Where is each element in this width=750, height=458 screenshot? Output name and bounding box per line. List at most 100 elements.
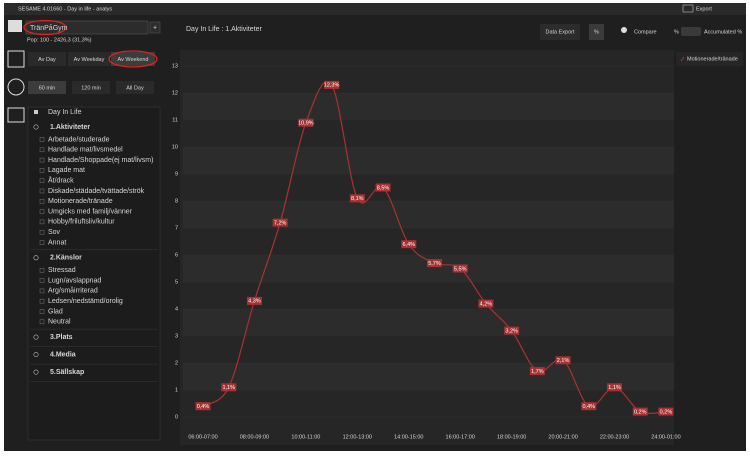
x-tick-label: 20:00-21:00 bbox=[548, 434, 577, 440]
tree-item[interactable]: Stressad bbox=[48, 267, 76, 274]
tree-item[interactable]: Hobby/friluftsliv/kultur bbox=[48, 219, 115, 226]
section-label[interactable]: 3.Plats bbox=[50, 334, 73, 341]
y-tick-label: 2 bbox=[175, 360, 178, 366]
data-export-label[interactable]: Data Export bbox=[545, 29, 575, 35]
tree-item[interactable]: Annat bbox=[48, 239, 66, 246]
x-tick-label: 16:00-17:00 bbox=[446, 434, 475, 440]
section-label[interactable]: 1.Aktiviteter bbox=[50, 124, 90, 131]
tree-item[interactable]: Arbetade/studerade bbox=[48, 136, 110, 143]
export-button[interactable]: Export bbox=[696, 6, 712, 12]
grid-band bbox=[183, 363, 674, 390]
item-checkbox[interactable] bbox=[39, 288, 45, 294]
data-export-button[interactable] bbox=[540, 24, 580, 40]
section-label[interactable]: 5.Sällskap bbox=[50, 369, 84, 376]
tree-item[interactable]: Motionerade/tränade bbox=[48, 198, 113, 205]
time-button-label[interactable]: All Day bbox=[126, 85, 144, 91]
item-checkbox[interactable] bbox=[39, 240, 45, 245]
item-checkbox[interactable] bbox=[39, 199, 45, 204]
legend-label: Motionerade/tränade bbox=[687, 56, 738, 62]
item-checkbox[interactable] bbox=[39, 137, 45, 142]
item-checkbox[interactable] bbox=[39, 157, 45, 163]
time-button-label[interactable]: 120 min bbox=[81, 85, 101, 91]
expander[interactable] bbox=[33, 255, 39, 261]
item-checkbox[interactable] bbox=[39, 319, 45, 325]
expander[interactable] bbox=[33, 369, 39, 375]
highlight bbox=[108, 50, 158, 68]
day-button[interactable] bbox=[111, 52, 155, 66]
percent-label[interactable]: % bbox=[594, 29, 599, 35]
value-label: 0,4% bbox=[583, 404, 596, 410]
add-icon: + bbox=[153, 24, 157, 31]
tree-item[interactable]: Arg/småirriterad bbox=[48, 287, 98, 295]
tree-item[interactable]: Lugn/avslappnad bbox=[48, 277, 101, 284]
expander[interactable] bbox=[33, 352, 39, 358]
tree-item[interactable]: Handlade mat/livsmedel bbox=[48, 147, 123, 154]
tree-item[interactable]: Åt/drack bbox=[48, 176, 74, 185]
section-label[interactable]: 4.Media bbox=[50, 351, 76, 358]
item-checkbox[interactable] bbox=[39, 168, 45, 173]
value-label: 6,4% bbox=[402, 242, 415, 248]
group-dropdown[interactable] bbox=[25, 20, 149, 35]
y-tick-label: 6 bbox=[175, 252, 178, 258]
percent-button[interactable] bbox=[589, 24, 604, 40]
item-checkbox[interactable] bbox=[39, 278, 45, 283]
value-label-box bbox=[504, 326, 520, 335]
accumulated-label: Accumulated % bbox=[704, 29, 742, 35]
value-label-box bbox=[324, 80, 340, 89]
tree-item[interactable]: Lagade mat bbox=[48, 167, 85, 174]
item-checkbox[interactable] bbox=[39, 147, 45, 153]
legend-swatch bbox=[680, 56, 685, 62]
value-label: 8,1% bbox=[351, 196, 364, 202]
value-label: 3,2% bbox=[505, 328, 518, 334]
tree-item[interactable]: Neutral bbox=[48, 319, 71, 326]
value-label: 5,7% bbox=[428, 261, 441, 267]
day-button-label[interactable]: Av Weekday bbox=[74, 57, 105, 63]
tree-item[interactable]: Ledsen/nedstämd/orolig bbox=[48, 298, 123, 305]
item-checkbox[interactable] bbox=[39, 188, 45, 194]
item-checkbox[interactable] bbox=[39, 178, 45, 183]
time-button-label[interactable]: 60 min bbox=[39, 85, 56, 91]
section-label[interactable]: 2.Känslor bbox=[50, 255, 82, 262]
tree-item[interactable]: Diskade/städade/tvättade/strök bbox=[48, 188, 145, 195]
day-button[interactable] bbox=[28, 52, 66, 66]
value-label: 5,5% bbox=[454, 266, 467, 272]
item-checkbox[interactable] bbox=[39, 229, 45, 235]
day-button-label[interactable]: Av Weekend bbox=[118, 57, 149, 63]
value-label: 1,1% bbox=[222, 385, 235, 391]
tree-checkbox[interactable] bbox=[34, 110, 38, 114]
tree-item[interactable]: Handlade/Shoppade(ej mat/livsm) bbox=[48, 157, 153, 164]
tree-item[interactable]: Umgicks med familj/vänner bbox=[48, 208, 133, 215]
tree-header: Day In Life bbox=[48, 109, 82, 116]
tree-item[interactable]: Glad bbox=[48, 308, 63, 315]
grid-band bbox=[183, 255, 674, 282]
expander[interactable] bbox=[33, 124, 39, 130]
value-label: 8,5% bbox=[377, 185, 390, 191]
x-tick-label: 10:00-11:00 bbox=[291, 434, 320, 440]
item-checkbox[interactable] bbox=[39, 309, 45, 314]
chart-title: Day In Life : 1.Aktiviteter bbox=[186, 26, 263, 33]
toggle[interactable] bbox=[681, 27, 701, 36]
y-tick-label: 8 bbox=[175, 198, 178, 204]
export-icon[interactable] bbox=[682, 4, 694, 13]
title-bar bbox=[4, 3, 746, 15]
add-button[interactable] bbox=[149, 21, 161, 34]
tree-item[interactable]: Sov bbox=[48, 229, 61, 236]
grid-band bbox=[183, 228, 674, 255]
day-button[interactable] bbox=[68, 52, 110, 66]
value-label-box bbox=[246, 296, 262, 305]
compare-button[interactable]: Compare bbox=[634, 29, 657, 35]
item-checkbox[interactable] bbox=[39, 209, 45, 214]
time-button[interactable] bbox=[28, 81, 66, 94]
y-tick-label: 13 bbox=[172, 63, 178, 69]
expander[interactable] bbox=[33, 334, 39, 340]
item-checkbox[interactable] bbox=[39, 268, 45, 273]
grid-band bbox=[183, 309, 674, 336]
time-button[interactable] bbox=[72, 81, 110, 94]
time-button[interactable] bbox=[116, 81, 154, 94]
day-button-label[interactable]: Av Day bbox=[38, 57, 56, 63]
item-checkbox[interactable] bbox=[39, 298, 45, 304]
item-checkbox[interactable] bbox=[39, 219, 45, 225]
value-label: 0,4% bbox=[197, 404, 210, 410]
value-label-box bbox=[452, 264, 468, 273]
group-name[interactable]: TränPåGym bbox=[30, 24, 68, 32]
